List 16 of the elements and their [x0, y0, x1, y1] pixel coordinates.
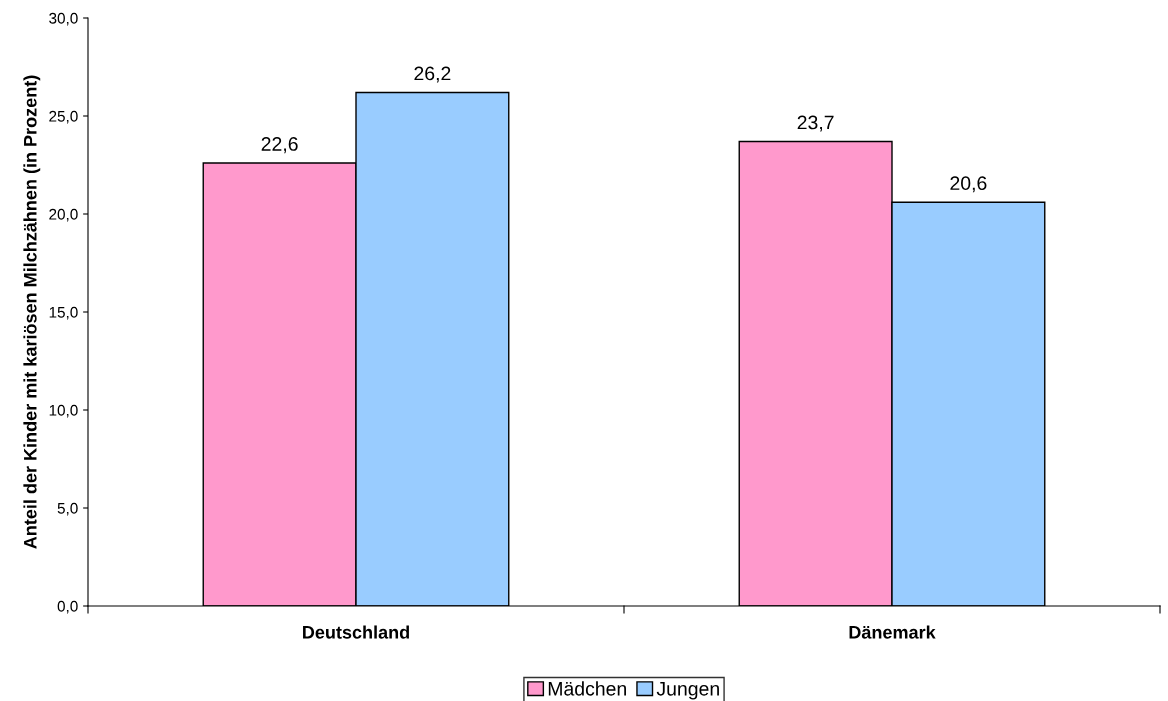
y-tick-label: 10,0: [49, 404, 78, 418]
legend-label: Mädchen: [548, 681, 626, 696]
y-tick-label: 25,0: [49, 110, 78, 124]
y-tick-label: 20,0: [49, 208, 78, 222]
y-tick-label: 0,0: [57, 600, 78, 614]
data-label: 26,2: [414, 66, 451, 83]
data-label: 22,6: [261, 137, 298, 154]
data-label: 20,6: [950, 176, 987, 193]
y-tick-label: 30,0: [49, 12, 78, 26]
x-tick-label: Dänemark: [849, 625, 936, 639]
legend-label: Jungen: [656, 682, 719, 700]
y-tick-label: 15,0: [49, 306, 78, 320]
x-tick-label: Deutschland: [303, 625, 409, 639]
y-axis-title: Anteil der Kinder mit kariösen Milchzähnen (in Prozent): [23, 75, 41, 549]
y-tick-label: 5,0: [57, 502, 78, 516]
data-label: 23,7: [797, 115, 834, 132]
